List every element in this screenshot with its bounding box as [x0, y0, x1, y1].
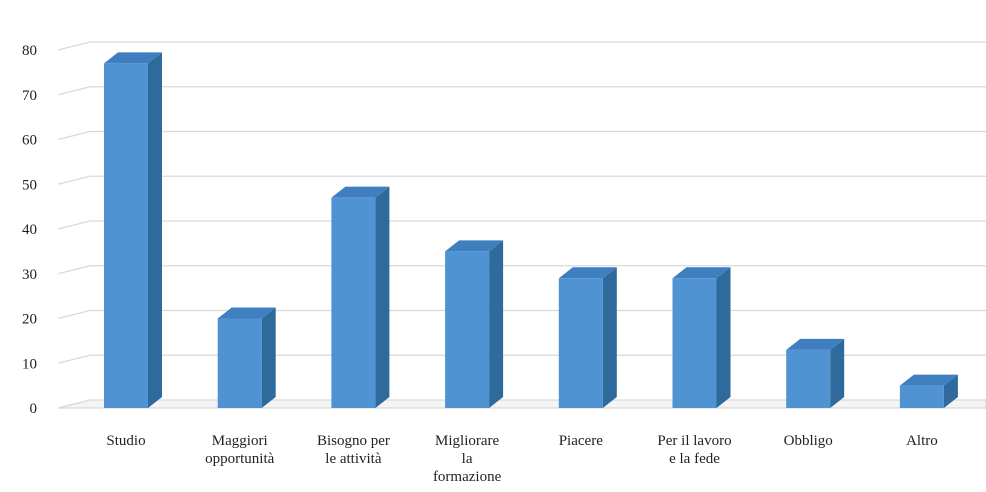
gridline	[57, 309, 986, 320]
bar-front	[558, 278, 603, 408]
y-tick-label: 60	[22, 133, 37, 149]
grid-lines	[57, 41, 986, 409]
bar	[331, 186, 390, 408]
bars	[104, 52, 958, 409]
bar-top	[558, 267, 617, 279]
bar-side	[716, 267, 731, 408]
bar	[104, 52, 162, 409]
gridline	[57, 265, 986, 275]
gridline	[57, 86, 986, 96]
bar	[672, 267, 731, 408]
y-tick-label: 10	[22, 356, 37, 372]
x-tick-label: Maggiori opportunità	[205, 433, 274, 467]
bar-front	[899, 385, 944, 408]
bar-top	[104, 52, 162, 64]
bar-side	[943, 374, 958, 408]
x-tick-label: Migliorare la formazione	[433, 433, 502, 485]
bar-front	[217, 318, 262, 408]
x-axis-labels: Studio Maggiori opportunità Bisogno per le a…	[106, 433, 937, 485]
gridline	[57, 175, 986, 185]
bar-top	[672, 267, 731, 279]
x-tick-label: Obbligo	[784, 433, 833, 449]
gridline	[57, 220, 986, 230]
bar-front	[786, 349, 831, 408]
bar-front	[445, 251, 490, 408]
bar	[445, 240, 504, 408]
bar-side	[830, 338, 845, 408]
bar-side	[489, 240, 504, 408]
gridline	[57, 41, 986, 51]
bar-top	[331, 186, 390, 198]
bar	[786, 338, 845, 408]
bar-top	[786, 338, 845, 350]
x-tick-label: Per il lavoro e la fede	[657, 433, 731, 467]
x-tick-label: Altro	[906, 433, 938, 449]
y-tick-label: 40	[22, 222, 37, 238]
y-tick-label: 50	[22, 177, 37, 193]
bar-side	[375, 186, 390, 408]
bar-top	[899, 374, 958, 386]
bar-front	[104, 63, 148, 409]
bar	[558, 267, 617, 408]
gridline	[57, 130, 986, 141]
bar	[899, 374, 958, 408]
y-tick-label: 20	[22, 312, 37, 328]
bar-side	[602, 267, 617, 408]
bar-side	[261, 307, 276, 408]
bar-top	[217, 307, 276, 319]
bar-front	[331, 197, 376, 408]
bar-top	[445, 240, 504, 252]
bar-front	[672, 278, 717, 408]
y-tick-label: 70	[22, 88, 37, 104]
gridline	[57, 354, 986, 364]
x-tick-label: Piacere	[559, 433, 603, 449]
x-tick-label: Bisogno per le attività	[317, 433, 390, 467]
y-tick-label: 30	[22, 267, 37, 283]
chart-floor	[57, 399, 986, 409]
x-tick-label: Studio	[106, 433, 145, 449]
bar-side	[148, 52, 162, 409]
y-tick-label: 0	[30, 401, 38, 417]
y-tick-label: 80	[22, 43, 37, 59]
y-axis-ticks: 0 10 20 30 40 50 60 70 80	[22, 43, 37, 417]
bar	[217, 307, 276, 408]
